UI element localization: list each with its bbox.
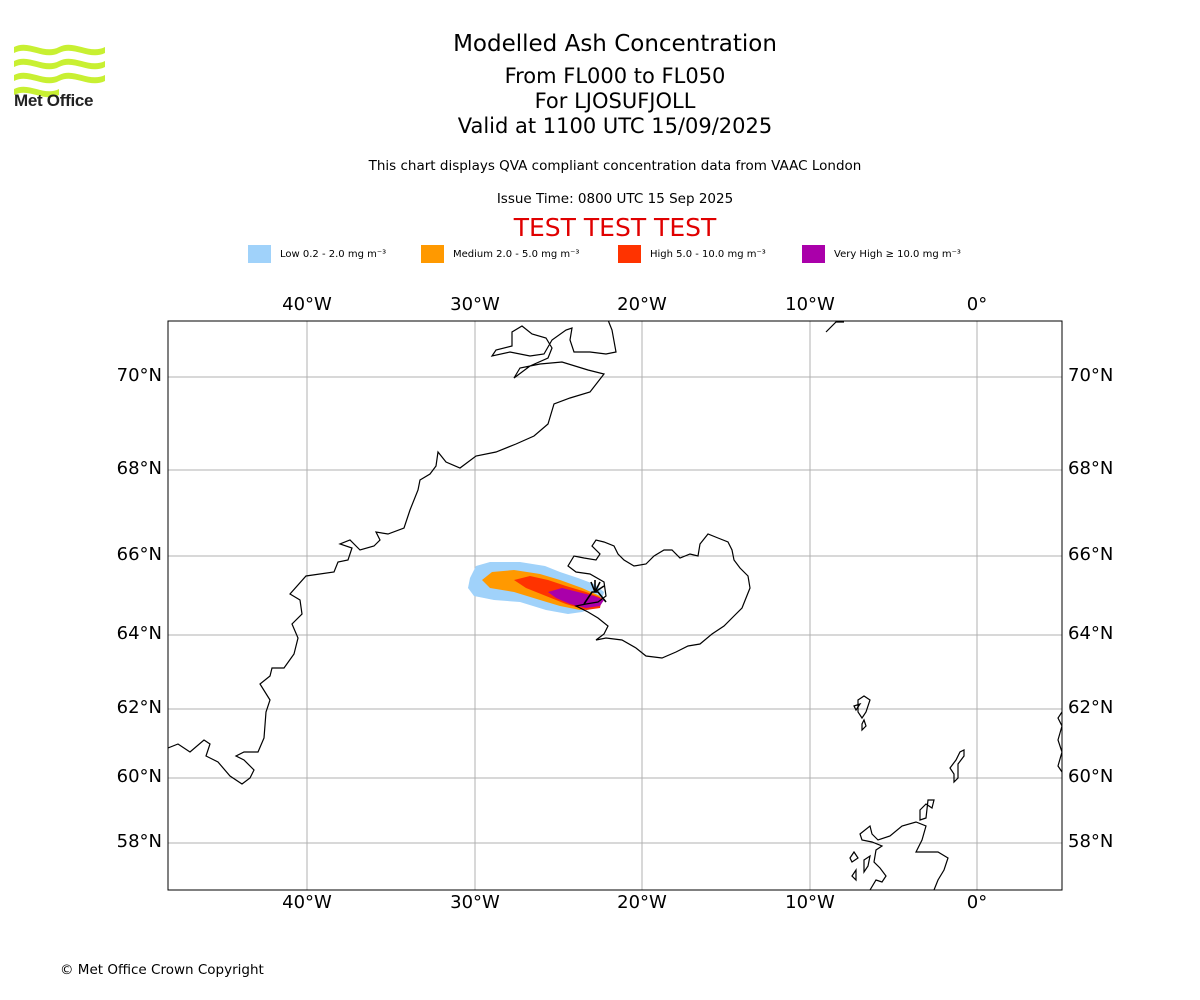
greenland-north-coast xyxy=(825,321,844,333)
lat-label-left: 62°N xyxy=(116,697,162,718)
issue-time: Issue Time: 0800 UTC 15 Sep 2025 xyxy=(496,191,734,207)
lon-label-bottom: 40°W xyxy=(282,892,332,913)
scotland-coast xyxy=(859,821,949,890)
legend-swatch-low xyxy=(248,245,271,263)
logo-wordmark: Met Office xyxy=(14,91,94,110)
met-office-logo xyxy=(14,44,105,98)
legend-item-low: Low 0.2 - 2.0 mg m⁻³ xyxy=(248,244,386,264)
lat-label-right: 58°N xyxy=(1068,831,1114,852)
lon-label-bottom: 20°W xyxy=(617,892,667,913)
lat-label-right: 60°N xyxy=(1068,766,1114,787)
copyright-notice: © Met Office Crown Copyright xyxy=(60,962,264,978)
legend-label-medium: Medium 2.0 - 5.0 mg m⁻³ xyxy=(453,248,580,260)
hebrides-coast xyxy=(849,850,871,882)
legend-swatch-high xyxy=(618,245,641,263)
norway-coast xyxy=(1057,711,1062,773)
valid-time: Valid at 1100 UTC 15/09/2025 xyxy=(457,114,773,138)
lat-label-right: 64°N xyxy=(1068,623,1114,644)
legend-swatch-very-high xyxy=(802,245,825,263)
map-gridlines xyxy=(168,321,1062,890)
orkney-islands xyxy=(919,799,935,821)
volcano-icon xyxy=(583,580,607,605)
lon-label-top: 20°W xyxy=(617,294,667,315)
lon-label-bottom: 30°W xyxy=(450,892,500,913)
lat-label-left: 60°N xyxy=(116,766,162,787)
lat-label-left: 64°N xyxy=(116,623,162,644)
lat-label-left: 68°N xyxy=(116,458,162,479)
lat-label-left: 66°N xyxy=(116,544,162,565)
legend-label-high: High 5.0 - 10.0 mg m⁻³ xyxy=(650,248,766,260)
lat-label-right: 70°N xyxy=(1068,365,1114,386)
lat-label-left: 70°N xyxy=(116,365,162,386)
lon-label-top: 40°W xyxy=(282,294,332,315)
chart-title: Modelled Ash Concentration xyxy=(453,31,777,57)
legend-item-medium: Medium 2.0 - 5.0 mg m⁻³ xyxy=(421,244,579,264)
ash-plume xyxy=(468,562,604,614)
lon-label-top: 10°W xyxy=(785,294,835,315)
map-frame xyxy=(167,320,1063,891)
lat-label-right: 68°N xyxy=(1068,458,1114,479)
lat-label-right: 66°N xyxy=(1068,544,1114,565)
location-label: For LJOSUFJOLL xyxy=(534,89,696,113)
legend-label-very-high: Very High ≥ 10.0 mg m⁻³ xyxy=(834,248,961,260)
lon-label-top: 30°W xyxy=(450,294,500,315)
lat-label-left: 58°N xyxy=(116,831,162,852)
lon-label-bottom: 0° xyxy=(966,892,988,913)
legend-item-very-high: Very High ≥ 10.0 mg m⁻³ xyxy=(802,244,961,264)
legend-label-low: Low 0.2 - 2.0 mg m⁻³ xyxy=(280,248,387,260)
level-range: From FL000 to FL050 xyxy=(504,64,726,88)
legend-swatch-medium xyxy=(421,245,444,263)
faroe-islands xyxy=(853,695,871,732)
lat-label-right: 62°N xyxy=(1068,697,1114,718)
lon-label-top: 0° xyxy=(966,294,988,315)
greenland-coast xyxy=(168,321,617,785)
title-block: From FL000 to FL050 For LJOSUFJOLL Valid… xyxy=(330,64,900,139)
lon-label-bottom: 10°W xyxy=(785,892,835,913)
legend: Low 0.2 - 2.0 mg m⁻³ Medium 2.0 - 5.0 mg… xyxy=(0,244,1200,264)
chart-description: This chart displays QVA compliant concen… xyxy=(368,158,862,174)
test-banner: TEST TEST TEST xyxy=(513,213,717,242)
shetland-islands xyxy=(949,749,965,784)
coastlines xyxy=(168,321,1062,890)
iceland-coast xyxy=(567,533,751,659)
legend-item-high: High 5.0 - 10.0 mg m⁻³ xyxy=(618,244,766,264)
